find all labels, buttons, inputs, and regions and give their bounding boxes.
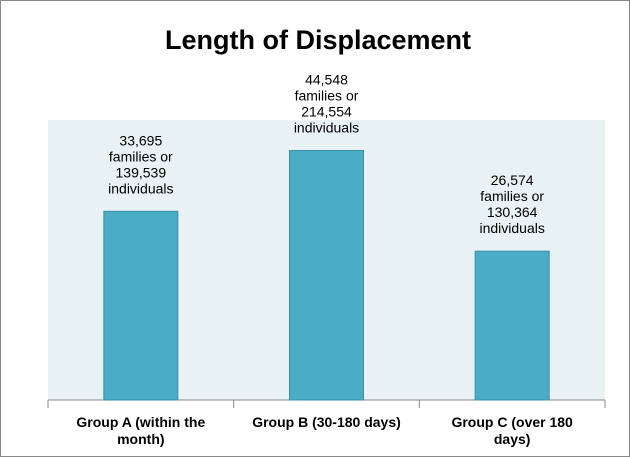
data-label: 44,548 families or 214,554 individuals <box>294 71 359 135</box>
bar <box>103 210 179 401</box>
bar <box>289 150 364 401</box>
x-tick-label: Group C (over 180 days) <box>451 414 573 447</box>
x-tick-label: Group B (30-180 days) <box>252 414 401 430</box>
chart-title: Length of Displacement <box>165 25 471 55</box>
data-label: 26,574 families or 130,364 individuals <box>479 172 544 236</box>
x-tick-label: Group A (within the month) <box>76 414 205 447</box>
data-label: 33,695 families or 139,539 individuals <box>108 132 173 196</box>
bar <box>474 250 550 401</box>
